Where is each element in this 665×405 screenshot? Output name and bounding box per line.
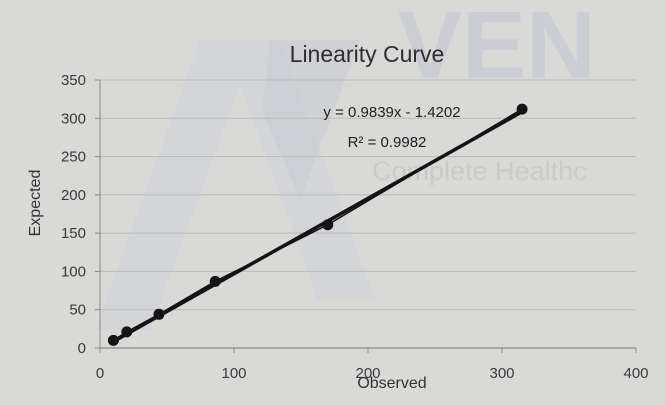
x-tick-label: 200: [355, 365, 380, 382]
trendline-equation: y = 0.9839x - 1.4202: [323, 104, 460, 121]
x-tick-label: 100: [221, 365, 246, 382]
x-tick-label: 400: [623, 365, 648, 382]
data-series: [107, 103, 528, 346]
data-point: [209, 275, 221, 287]
r-squared-label: R² = 0.9982: [348, 134, 427, 151]
y-tick-label: 300: [61, 110, 86, 127]
y-tick-label: 200: [61, 187, 86, 204]
watermark-tagline: Complete Healthc: [372, 156, 587, 186]
x-tick-label: 0: [96, 365, 104, 382]
y-tick-label: 100: [61, 263, 86, 280]
y-tick-label: 250: [61, 149, 86, 166]
gridlines: [100, 79, 636, 311]
axes: [95, 79, 637, 353]
y-tick-label: 50: [69, 302, 86, 319]
y-tick-label: 150: [61, 225, 86, 242]
chart-title: Linearity Curve: [290, 41, 445, 67]
watermark-brand: VEN: [398, 0, 595, 99]
data-point: [107, 334, 119, 346]
x-tick-label: 300: [489, 365, 514, 382]
y-axis-title: Expected: [27, 170, 44, 237]
y-tick-labels: 0 50 100 150 200 250 300 350: [61, 72, 86, 357]
data-point: [121, 326, 133, 338]
y-tick-label: 350: [61, 72, 86, 89]
data-point: [322, 219, 334, 231]
watermark: VEN Complete Healthc: [95, 0, 595, 330]
data-point: [516, 103, 528, 115]
y-tick-label: 0: [78, 340, 86, 357]
data-point: [153, 308, 165, 320]
x-tick-labels: 0 100 200 300 400: [96, 365, 649, 382]
x-axis-title: Observed: [357, 375, 426, 392]
